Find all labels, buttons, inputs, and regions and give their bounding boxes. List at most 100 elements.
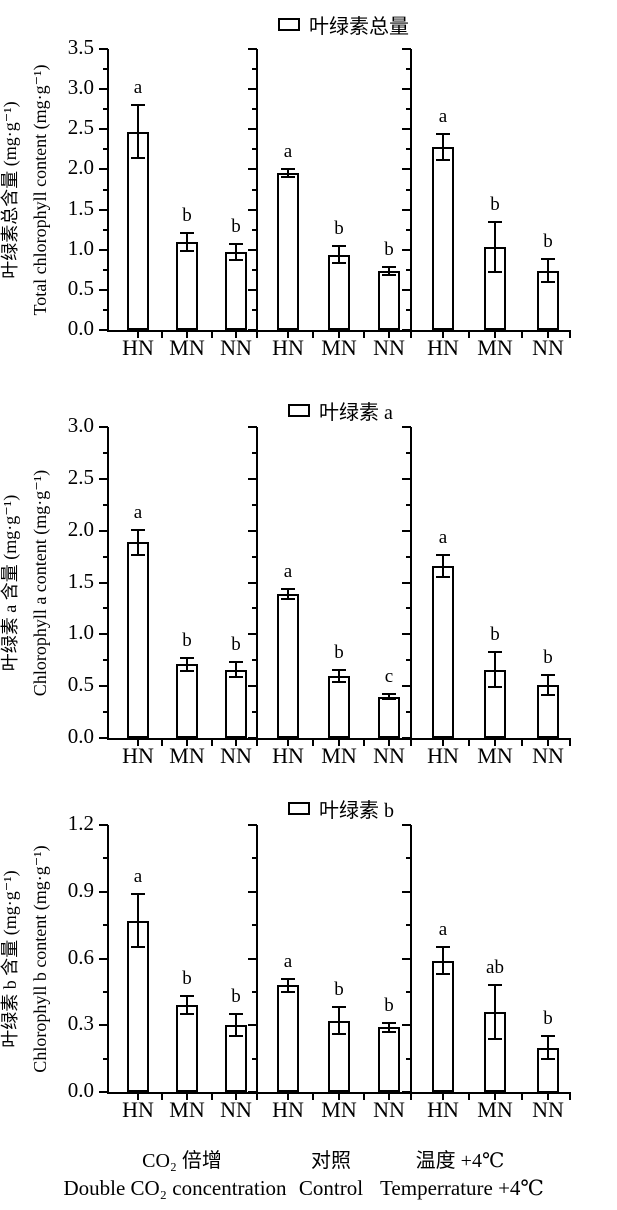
error-bar-line xyxy=(388,267,390,275)
x-tick xyxy=(494,1094,496,1100)
x-tick xyxy=(161,332,163,338)
group-label-control-zh: 对照 xyxy=(311,1150,351,1172)
y-tick-label: 0.0 xyxy=(67,724,94,748)
error-bar-cap xyxy=(541,1058,555,1060)
x-tick xyxy=(363,740,365,746)
y-major-tick xyxy=(248,530,257,532)
error-bar-line xyxy=(137,530,139,555)
x-tick-label: NN xyxy=(373,1097,405,1122)
y-minor-tick xyxy=(103,857,108,859)
x-tick-label: NN xyxy=(532,743,564,768)
error-bar-line xyxy=(235,1014,237,1036)
x-tick-label: HN xyxy=(427,1097,459,1122)
x-tick xyxy=(137,1094,139,1100)
bar xyxy=(432,566,454,738)
y-major-tick xyxy=(248,582,257,584)
x-tick xyxy=(287,1094,289,1100)
legend: 叶绿素总量 xyxy=(278,10,409,39)
error-bar-line xyxy=(186,233,188,251)
y-tick-label: 2.5 xyxy=(67,115,94,139)
y-major-tick xyxy=(402,48,411,50)
error-bar-cap xyxy=(281,598,295,600)
x-tick-label: MN xyxy=(477,743,513,768)
error-bar-cap xyxy=(436,159,450,161)
panel-divider xyxy=(256,427,258,740)
error-bar-cap xyxy=(281,176,295,178)
x-tick xyxy=(312,1094,314,1100)
y-major-tick xyxy=(248,426,257,428)
x-tick xyxy=(235,332,237,338)
x-tick-label: HN xyxy=(272,335,304,360)
y-minor-tick xyxy=(252,857,257,859)
y-tick-label: 0.9 xyxy=(67,878,94,902)
y-major-tick xyxy=(402,88,411,90)
error-bar-cap xyxy=(541,281,555,283)
significance-letter: a xyxy=(283,951,293,972)
x-tick xyxy=(547,740,549,746)
y-minor-tick xyxy=(252,309,257,311)
legend: 叶绿素 b xyxy=(288,794,394,823)
error-bar-cap xyxy=(180,250,194,252)
bar xyxy=(176,242,198,330)
error-bar-line xyxy=(235,244,237,260)
bar xyxy=(225,670,247,738)
legend-swatch-icon xyxy=(278,18,300,31)
error-bar-line xyxy=(494,652,496,687)
y-major-tick xyxy=(402,128,411,130)
group-label-co2-zh: CO₂ 倍增 xyxy=(142,1150,222,1172)
x-tick-label: HN xyxy=(272,1097,304,1122)
y-major-tick xyxy=(99,582,108,584)
y-minor-tick xyxy=(406,108,411,110)
y-major-tick xyxy=(402,633,411,635)
y-major-tick xyxy=(99,289,108,291)
y-axis-spine xyxy=(107,49,109,332)
error-bar-cap xyxy=(131,554,145,556)
error-bar-cap xyxy=(281,978,295,980)
error-bar-cap xyxy=(180,657,194,659)
error-bar-cap xyxy=(180,995,194,997)
x-tick xyxy=(410,332,412,338)
significance-letter: b xyxy=(334,218,344,239)
significance-letter: a xyxy=(133,77,143,98)
y-major-tick xyxy=(248,824,257,826)
x-tick xyxy=(211,332,213,338)
error-bar-cap xyxy=(332,1033,346,1035)
error-bar-cap xyxy=(436,133,450,135)
x-tick xyxy=(547,332,549,338)
y-tick-label: 2.0 xyxy=(67,517,94,541)
x-tick-label: MN xyxy=(169,1097,205,1122)
x-tick xyxy=(442,332,444,338)
y-minor-tick xyxy=(252,556,257,558)
legend-label: 叶绿素总量 xyxy=(309,16,409,38)
x-tick xyxy=(410,1094,412,1100)
error-bar-cap xyxy=(131,157,145,159)
x-tick-label: NN xyxy=(373,335,405,360)
x-tick xyxy=(235,740,237,746)
x-tick xyxy=(256,740,258,746)
error-bar-cap xyxy=(131,893,145,895)
x-tick xyxy=(186,332,188,338)
y-major-tick xyxy=(99,685,108,687)
x-tick-label: HN xyxy=(122,743,154,768)
y-major-tick xyxy=(99,329,108,331)
x-tick xyxy=(494,740,496,746)
x-tick xyxy=(211,1094,213,1100)
y-major-tick xyxy=(99,1091,108,1093)
error-bar-cap xyxy=(382,1022,396,1024)
significance-letter: b xyxy=(231,634,241,655)
significance-letter: b xyxy=(334,979,344,1000)
error-bar-cap xyxy=(281,168,295,170)
x-tick xyxy=(287,740,289,746)
significance-letter: b xyxy=(490,624,500,645)
y-axis-title-en: Chlorophyll b content (mg·g⁻¹) xyxy=(30,845,50,1073)
y-major-tick xyxy=(99,958,108,960)
y-major-tick xyxy=(99,824,108,826)
y-minor-tick xyxy=(252,1058,257,1060)
significance-letter: a xyxy=(283,561,293,582)
y-axis-spine xyxy=(107,427,109,740)
y-minor-tick xyxy=(103,711,108,713)
error-bar-cap xyxy=(541,694,555,696)
x-tick xyxy=(312,740,314,746)
bar xyxy=(225,252,247,330)
y-minor-tick xyxy=(406,1058,411,1060)
